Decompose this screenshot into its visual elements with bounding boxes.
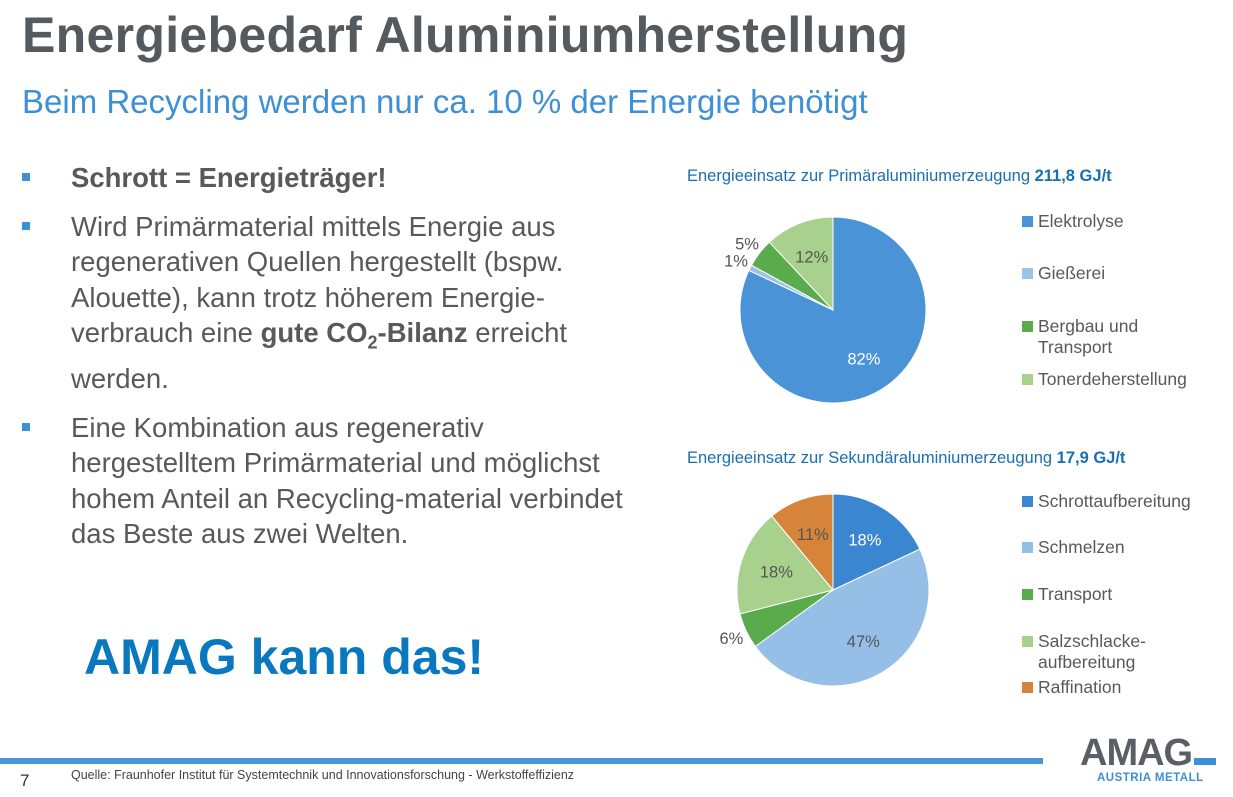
bullet-item: Wird Primärmaterial mittels Energie aus …	[22, 209, 632, 397]
chart-title-value: 17,9 GJ/t	[1056, 449, 1126, 467]
bullet-marker	[22, 173, 30, 181]
data-label: 5%	[735, 235, 759, 253]
data-label: 18%	[760, 564, 793, 582]
pie-slice-tonerdeherstellung	[768, 216, 834, 312]
footer-divider	[0, 758, 1043, 764]
legend-label: Schrottaufbereitung	[1038, 491, 1191, 511]
bullet-bold-text: gute CO	[260, 317, 368, 348]
claim-text: AMAG kann das!	[84, 629, 485, 685]
legend-label: Salzschlacke-aufbereitung	[1038, 631, 1146, 672]
bullet-text: Wird Primärmaterial mittels Energie aus …	[71, 210, 564, 349]
legend-label: Bergbau und Transport	[1038, 316, 1139, 357]
bullet-text: Eine Kombination aus regenerativ hergest…	[71, 411, 623, 550]
bullet-item: Schrott = Energieträger!	[22, 160, 632, 196]
slide-subtitle: Beim Recycling werden nur ca. 10 % der E…	[22, 83, 868, 120]
legend-label: Gießerei	[1038, 263, 1106, 283]
chart-title-secondary: Energieeinsatz zur Sekundäraluminiumerze…	[687, 449, 1125, 468]
pie-slice-schmelzen	[754, 548, 930, 687]
slide-title: Energiebedarf Aluminiumherstellung	[22, 7, 909, 63]
data-label: 12%	[795, 248, 828, 266]
bullet-item: Eine Kombination aus regenerativ hergest…	[22, 410, 632, 552]
data-label: 82%	[847, 351, 880, 369]
bullet-text: Schrott = Energieträger!	[71, 162, 387, 193]
data-label: 1%	[724, 253, 748, 271]
data-label: 6%	[719, 630, 743, 648]
chart-title-value: 211,8 GJ/t	[1034, 167, 1112, 185]
legend-label: Tonerdeherstellung	[1038, 369, 1187, 389]
bullet-marker	[22, 221, 30, 230]
legend-swatch	[1022, 636, 1033, 647]
subscript: 2	[367, 332, 378, 353]
legend-swatch	[1022, 216, 1033, 227]
legend-label: Schmelzen	[1038, 537, 1125, 557]
chart-title-text: Energieeinsatz zur Sekundäraluminiumerze…	[687, 449, 1053, 467]
chart-title-primary: Energieeinsatz zur Primäraluminiumerzeug…	[687, 167, 1112, 186]
legend-swatch	[1022, 268, 1033, 279]
legend-swatch	[1022, 682, 1033, 693]
pie-slice-salzschlacke-aufbereitung	[736, 515, 834, 615]
source-citation: Quelle: Fraunhofer Institut für Systemte…	[71, 768, 575, 782]
legend-swatch	[1022, 542, 1033, 553]
page-number: 7	[20, 771, 30, 790]
data-label: 47%	[847, 633, 880, 651]
bullet-bold-text: -Bilanz	[377, 317, 468, 348]
pie-slice-raffination	[771, 493, 834, 592]
bullet-text: erreicht werden.	[71, 317, 568, 394]
chart-title-text: Energieeinsatz zur Primäraluminiumerzeug…	[687, 167, 1030, 185]
legend-swatch	[1022, 321, 1033, 332]
data-label: 11%	[797, 526, 829, 544]
bullet-marker	[22, 422, 30, 431]
legend-swatch	[1022, 496, 1033, 507]
data-label: 18%	[848, 532, 881, 550]
legend-label: Elektrolyse	[1038, 211, 1124, 231]
legend-swatch	[1022, 374, 1033, 385]
bullet-list: Schrott = Energieträger! Wird Primärmate…	[22, 160, 632, 565]
pie-slice-elektrolyse	[739, 216, 927, 404]
legend-swatch	[1022, 589, 1033, 600]
amag-logo: AMAG AUSTRIA METALL	[1080, 734, 1217, 784]
legend-label: Raffination	[1038, 677, 1122, 697]
legend-label: Transport	[1038, 584, 1113, 604]
pie-slice-schrottaufbereitung	[832, 493, 921, 591]
